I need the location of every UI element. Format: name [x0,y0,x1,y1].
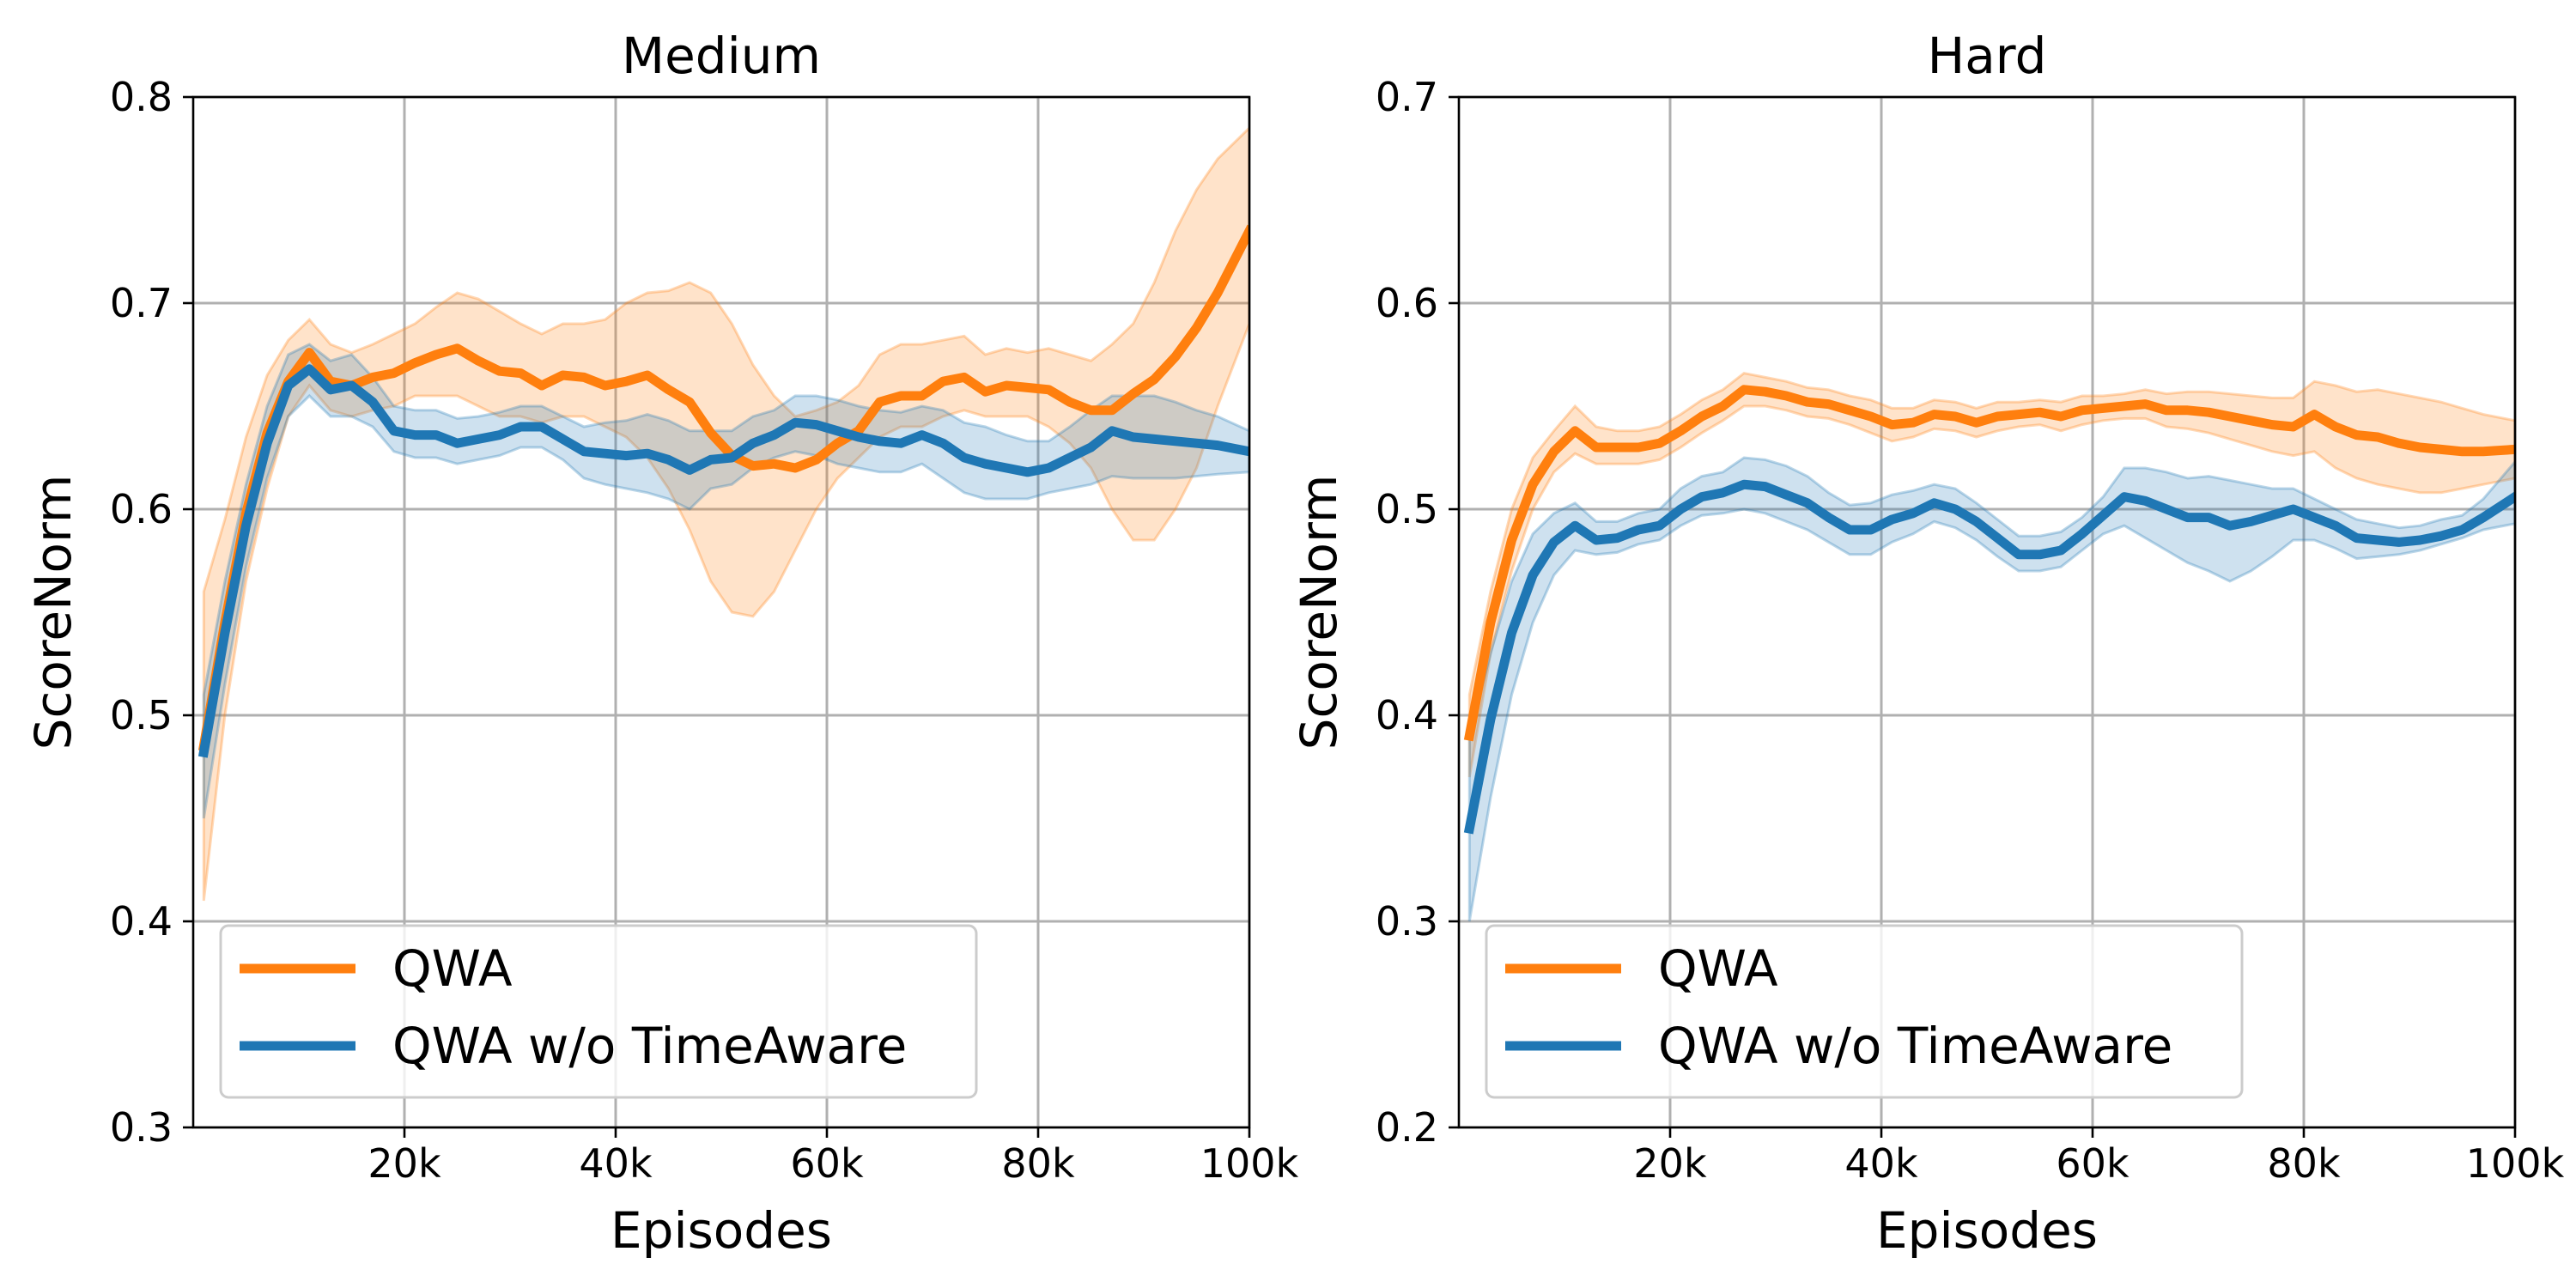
x-tick-label: 40k [1844,1140,1918,1187]
x-tick-label: 80k [1001,1140,1075,1187]
series-line-qwa [197,224,1249,752]
legend-frame [219,924,978,1099]
legend: QWA QWA w/o TimeAware [219,924,978,1099]
y-tick-label: 0.4 [1376,692,1438,738]
x-tick-label: 60k [790,1140,864,1187]
legend-item: QWA w/o TimeAware [1505,1017,2172,1075]
series-line-qwa-wo-timeaware [197,364,1249,758]
x-tick-label: 20k [368,1140,441,1187]
chart-panel-1: 20k 40k 60k 80k 100k 0.3 0.4 0.5 0.6 0.7 0.8 Medium… [24,27,1299,1260]
legend: QWA QWA w/o TimeAware [1485,924,2244,1099]
x-tick-label: 60k [2056,1140,2129,1187]
legend-label: QWA [392,939,513,998]
y-axis-label: ScoreNorm [1290,475,1348,750]
legend-label: QWA [1658,939,1778,998]
legend-item: QWA w/o TimeAware [240,1017,907,1075]
series-band-qwa [202,125,1249,902]
chart-panel-2: 20k 40k 60k 80k 100k 0.2 0.3 0.4 0.5 0.6 0.7 Hard Ep… [1290,27,2565,1260]
y-tick-label: 0.6 [1376,280,1438,326]
legend-label: QWA w/o TimeAware [392,1017,907,1075]
legend-frame [1485,924,2244,1099]
y-tick-label: 0.2 [1376,1104,1438,1151]
x-axis-label: Episodes [1876,1201,2098,1260]
x-tick-label: 100k [2466,1140,2565,1187]
x-axis-label: Episodes [611,1201,832,1260]
legend-label: QWA w/o TimeAware [1658,1017,2172,1075]
y-tick-label: 0.7 [1376,74,1438,120]
axes-frame [1457,95,2517,1129]
y-tick-label: 0.8 [110,74,173,120]
y-tick-label: 0.3 [1376,898,1438,945]
x-tick-label: 40k [579,1140,653,1187]
series-band-qwa [1467,371,2515,778]
y-tick-label: 0.6 [110,486,173,532]
series-band-qwa-wo-timeaware [1467,456,2515,922]
y-tick-label: 0.5 [1376,486,1438,532]
legend-item: QWA [240,939,513,998]
y-tick-label: 0.7 [110,280,173,326]
plot-area [197,125,1249,902]
y-axis-label: ScoreNorm [24,475,82,750]
x-tick-label: 20k [1633,1140,1707,1187]
y-tick-label: 0.5 [110,692,173,738]
y-tick-label: 0.4 [110,898,173,945]
chart-title: Hard [1928,27,2047,85]
legend-item: QWA [1505,939,1778,998]
plot-area [1463,371,2515,922]
axes-frame [191,95,1251,1129]
series-line-qwa [1463,385,2515,742]
series-line-qwa-wo-timeaware [1463,479,2515,835]
y-tick-label: 0.3 [110,1104,173,1151]
x-tick-label: 80k [2267,1140,2341,1187]
x-tick-label: 100k [1200,1140,1299,1187]
chart-title: Medium [622,27,821,85]
